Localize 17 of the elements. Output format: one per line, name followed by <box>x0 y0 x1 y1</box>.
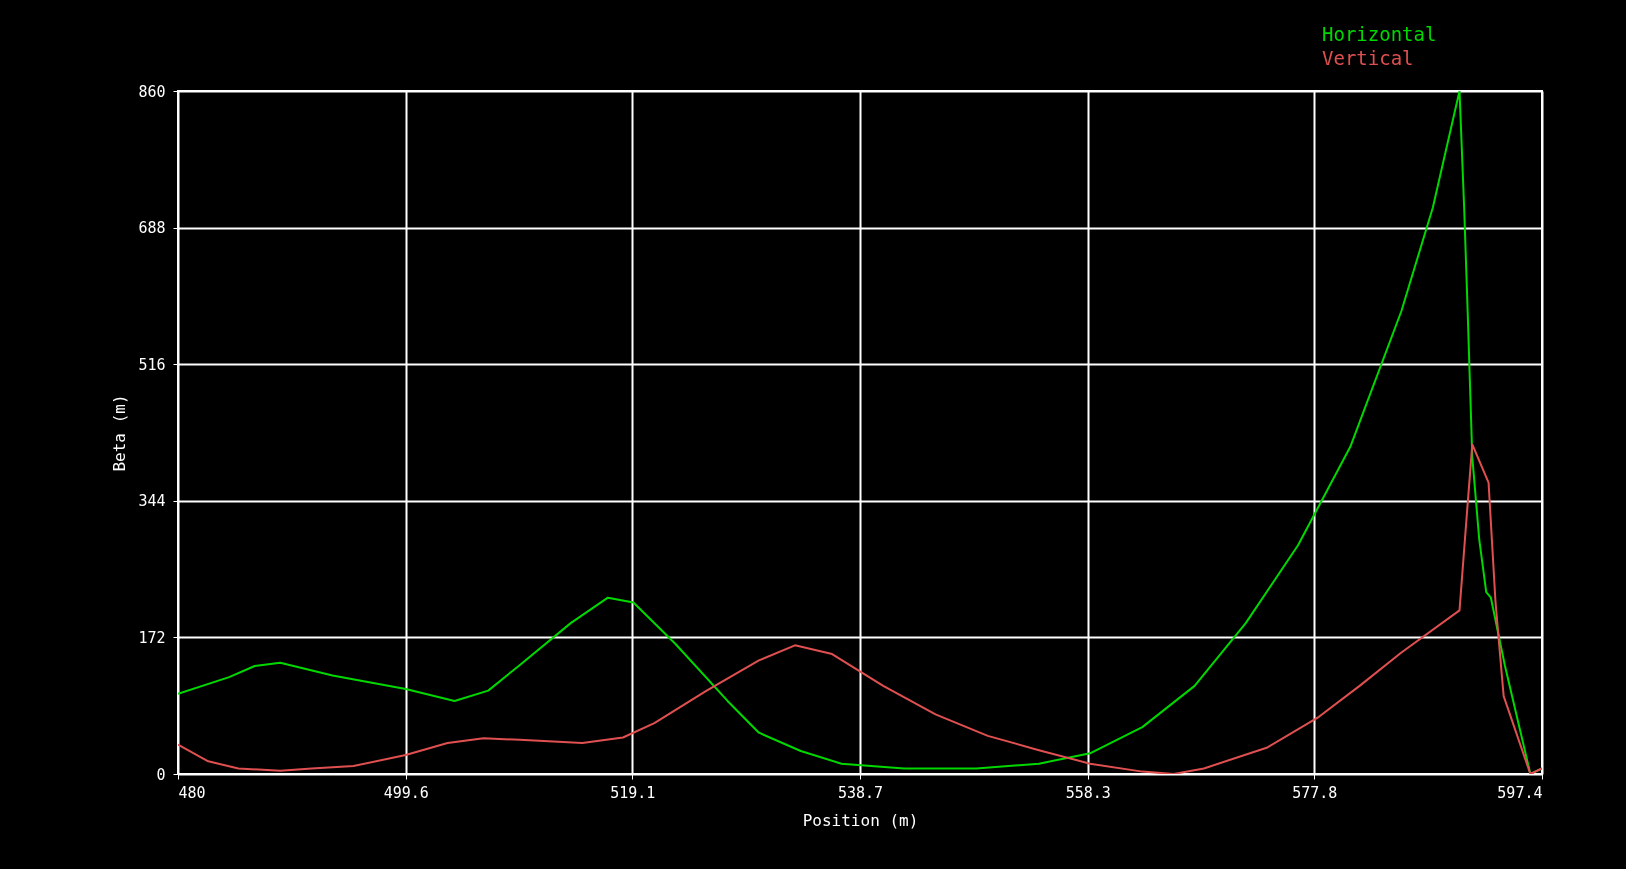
text: Vertical <box>1322 47 1414 69</box>
x-tick-label: 538.7 <box>837 783 884 802</box>
y-tick-label: 516 <box>138 355 166 374</box>
x-tick-label: 519.1 <box>610 783 656 802</box>
y-tick-label: 860 <box>138 82 166 101</box>
x-tick-label: 499.6 <box>383 783 429 802</box>
text: Horizontal <box>1322 23 1437 45</box>
y-tick-label: 172 <box>138 628 166 647</box>
x-tick-label: 480 <box>178 783 206 802</box>
x-tick-label: 558.3 <box>1065 783 1111 802</box>
y-tick-label: 688 <box>138 219 166 238</box>
y-axis-title: Beta (m) <box>110 394 130 472</box>
x-axis-title: Position (m) <box>802 810 919 830</box>
x-tick-label: 577.8 <box>1292 783 1338 802</box>
x-tick-label: 597.4 <box>1497 783 1543 802</box>
y-tick-label: 0 <box>156 765 166 784</box>
y-tick-label: 344 <box>138 492 166 511</box>
